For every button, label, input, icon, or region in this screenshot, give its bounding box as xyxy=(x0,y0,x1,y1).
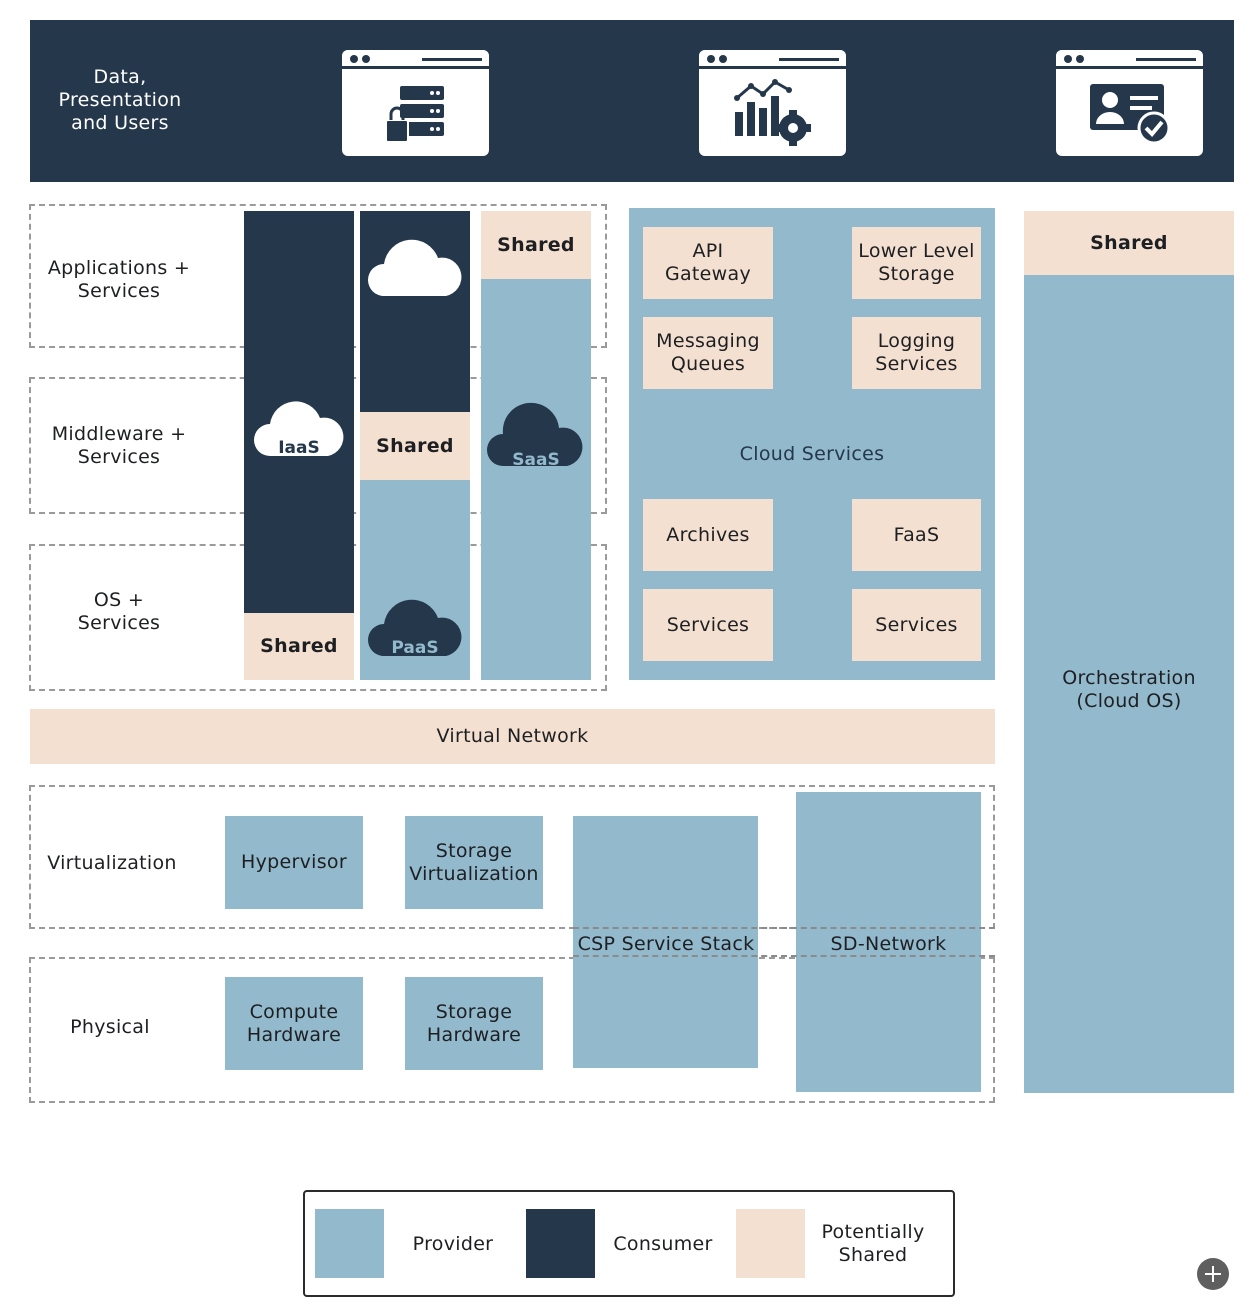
saas-shared-block: Shared xyxy=(481,211,591,279)
paas-bottom-cloud: PaaS xyxy=(366,586,464,662)
layer-divider-top xyxy=(573,927,995,929)
plus-icon xyxy=(1205,1266,1221,1282)
faas-box: FaaS xyxy=(852,499,981,571)
legend-consumer-swatch xyxy=(526,1209,595,1278)
legend xyxy=(303,1190,955,1297)
analytics-window xyxy=(699,50,846,156)
legend-shared-label: Potentially Shared xyxy=(821,1221,925,1266)
paas-top-label: PaaS xyxy=(391,280,439,300)
saas-label: SaaS xyxy=(512,450,560,470)
cloud-icon xyxy=(487,402,583,466)
services-box-left: Services xyxy=(643,589,773,661)
messaging-queues-box: Messaging Queues xyxy=(643,317,773,389)
csp-service-stack-label: CSP Service Stack xyxy=(577,932,755,955)
add-button[interactable] xyxy=(1197,1258,1229,1290)
cloud-icon xyxy=(254,401,344,456)
hypervisor-box: Hypervisor xyxy=(225,816,363,909)
paas-shared-block: Shared xyxy=(360,412,470,480)
csp-service-stack-box xyxy=(573,816,758,1068)
archives-box: Archives xyxy=(643,499,773,571)
paas-bottom-label: PaaS xyxy=(391,638,439,658)
cloud-services-title: Cloud Services xyxy=(739,442,885,465)
cloud-icon xyxy=(368,239,462,296)
compute-hardware-box: Compute Hardware xyxy=(225,977,363,1070)
analytics-gear-icon xyxy=(734,79,811,146)
saas-cloud: SaaS xyxy=(485,396,587,472)
cloud-icon xyxy=(368,599,462,656)
logging-services-box: Logging Services xyxy=(852,317,981,389)
data-presentation-users-label: Data, Presentation and Users xyxy=(58,65,182,134)
user-id-verified-icon xyxy=(1090,84,1171,145)
storage-hardware-box: Storage Hardware xyxy=(405,977,543,1070)
legend-provider-label: Provider xyxy=(412,1232,494,1255)
legend-shared-swatch xyxy=(736,1209,805,1278)
sd-network-box xyxy=(796,792,981,1092)
legend-provider-swatch xyxy=(315,1209,384,1278)
saas-column-provider xyxy=(481,279,591,680)
user-id-window xyxy=(1056,50,1203,156)
sd-network-label: SD-Network xyxy=(830,932,947,955)
virtualization-label: Virtualization xyxy=(47,851,177,874)
orchestration-shared-block: Shared xyxy=(1024,211,1234,275)
middleware-services-label: Middleware + Services xyxy=(51,423,187,468)
orchestration-column xyxy=(1024,275,1234,1093)
storage-virtualization-box: Storage Virtualization xyxy=(405,816,543,909)
api-gateway-box: API Gateway xyxy=(643,227,773,299)
iaas-label: IaaS xyxy=(278,438,320,458)
lower-level-storage-box: Lower Level Storage xyxy=(852,227,981,299)
data-presentation-users-band xyxy=(30,20,1234,182)
server-lock-window xyxy=(342,50,489,156)
physical-label: Physical xyxy=(70,1015,150,1038)
layer-divider-bottom xyxy=(573,955,995,957)
paas-top-cloud: PaaS xyxy=(366,226,464,302)
server-lock-icon xyxy=(385,86,444,143)
iaas-cloud: IaaS xyxy=(252,392,346,464)
applications-services-label: Applications + Services xyxy=(47,257,191,302)
virtualization-layer-box xyxy=(29,785,995,929)
orchestration-label: Orchestration (Cloud OS) xyxy=(1062,667,1196,712)
iaas-shared-block: Shared xyxy=(244,613,354,680)
physical-layer-box xyxy=(29,957,995,1103)
os-services-label: OS + Services xyxy=(77,589,161,634)
legend-consumer-label: Consumer xyxy=(613,1232,713,1255)
services-box-right: Services xyxy=(852,589,981,661)
virtual-network-bar: Virtual Network xyxy=(30,709,995,764)
